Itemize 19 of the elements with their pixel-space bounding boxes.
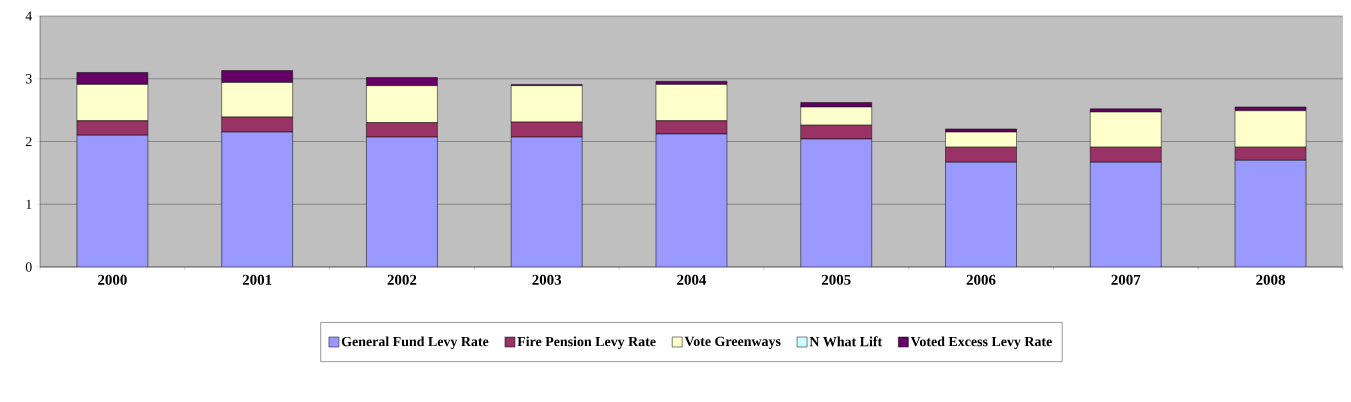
x-tick-label: 2007 bbox=[1111, 274, 1141, 285]
x-tick-label: 2005 bbox=[821, 274, 851, 285]
x-tick-label: 2004 bbox=[677, 274, 707, 285]
legend-label: Fire Pension Levy Rate bbox=[517, 336, 656, 350]
legend-label: General Fund Levy Rate bbox=[341, 336, 489, 350]
y-tick-label: 3 bbox=[25, 74, 32, 84]
y-tick-label: 2 bbox=[25, 136, 32, 147]
y-tick-label: 4 bbox=[25, 11, 33, 21]
legend-label: Voted Excess Levy Rate bbox=[910, 336, 1052, 350]
x-tick-label: 2008 bbox=[1256, 274, 1285, 285]
x-tick-label: 2003 bbox=[532, 274, 562, 285]
x-tick-label: 2000 bbox=[98, 274, 127, 285]
x-tick-label: 2002 bbox=[387, 274, 417, 285]
y-tick-label: 1 bbox=[26, 199, 32, 209]
legend-label: Vote Greenways bbox=[684, 336, 781, 349]
y-tick-label: 0 bbox=[25, 262, 32, 272]
x-tick-label: 2001 bbox=[242, 274, 272, 285]
x-tick-label: 2006 bbox=[966, 274, 996, 285]
legend-label: N What Lift bbox=[809, 336, 883, 347]
